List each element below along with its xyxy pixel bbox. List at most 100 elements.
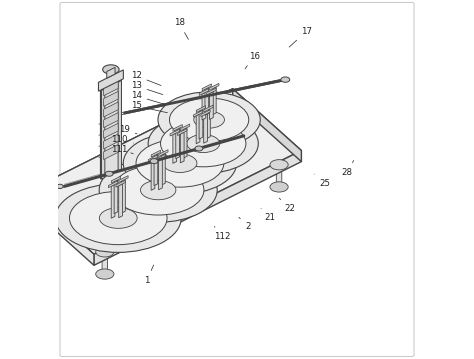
Ellipse shape — [270, 160, 288, 170]
Polygon shape — [156, 154, 165, 161]
Text: 2: 2 — [239, 217, 250, 231]
Polygon shape — [202, 84, 211, 91]
Ellipse shape — [140, 181, 176, 200]
Text: 110: 110 — [111, 135, 134, 144]
Text: 112: 112 — [214, 227, 230, 241]
Polygon shape — [102, 251, 108, 275]
Polygon shape — [176, 128, 180, 159]
Polygon shape — [104, 91, 118, 106]
Polygon shape — [204, 113, 208, 143]
Text: 1: 1 — [144, 265, 154, 285]
Polygon shape — [202, 92, 206, 120]
Polygon shape — [111, 176, 121, 183]
Polygon shape — [111, 185, 115, 218]
Ellipse shape — [99, 158, 217, 222]
Polygon shape — [122, 179, 125, 213]
Polygon shape — [178, 129, 187, 136]
Text: 14: 14 — [131, 91, 164, 104]
Ellipse shape — [187, 135, 220, 153]
Ellipse shape — [161, 120, 246, 167]
Polygon shape — [148, 155, 158, 162]
Polygon shape — [170, 129, 179, 136]
Ellipse shape — [158, 92, 260, 148]
Ellipse shape — [70, 191, 167, 244]
Polygon shape — [162, 153, 165, 185]
Polygon shape — [199, 89, 209, 95]
Polygon shape — [119, 176, 128, 182]
Polygon shape — [201, 110, 210, 117]
Polygon shape — [159, 150, 168, 157]
Polygon shape — [104, 81, 118, 96]
Ellipse shape — [38, 195, 57, 205]
Text: 16: 16 — [245, 52, 260, 69]
Polygon shape — [204, 105, 213, 112]
Text: 13: 13 — [131, 81, 163, 94]
Polygon shape — [210, 83, 219, 90]
Ellipse shape — [195, 146, 203, 151]
Polygon shape — [118, 80, 121, 171]
Ellipse shape — [170, 98, 249, 141]
Polygon shape — [196, 114, 200, 144]
Text: 21: 21 — [261, 208, 275, 222]
Polygon shape — [183, 127, 187, 158]
Ellipse shape — [148, 113, 258, 173]
Polygon shape — [173, 125, 182, 131]
Ellipse shape — [105, 171, 113, 176]
Polygon shape — [276, 163, 282, 188]
Ellipse shape — [213, 130, 231, 141]
Polygon shape — [151, 150, 161, 157]
Ellipse shape — [100, 208, 137, 228]
Text: 28: 28 — [342, 160, 354, 177]
Polygon shape — [207, 109, 210, 139]
Polygon shape — [107, 67, 115, 78]
Polygon shape — [173, 133, 177, 163]
Ellipse shape — [281, 77, 290, 82]
Polygon shape — [104, 145, 118, 159]
Polygon shape — [25, 192, 94, 265]
Polygon shape — [109, 181, 118, 188]
Ellipse shape — [213, 108, 231, 118]
Ellipse shape — [38, 218, 57, 228]
Ellipse shape — [112, 165, 204, 215]
Polygon shape — [161, 181, 166, 206]
Polygon shape — [233, 89, 301, 162]
Ellipse shape — [136, 139, 224, 187]
Polygon shape — [104, 134, 118, 149]
Polygon shape — [104, 102, 118, 117]
Ellipse shape — [103, 65, 119, 74]
Ellipse shape — [150, 159, 158, 164]
Polygon shape — [210, 92, 213, 120]
Polygon shape — [154, 154, 158, 186]
Text: 12: 12 — [131, 71, 161, 85]
Polygon shape — [116, 180, 125, 187]
Polygon shape — [219, 112, 225, 137]
Ellipse shape — [55, 184, 181, 252]
Polygon shape — [181, 124, 190, 131]
Polygon shape — [25, 89, 301, 254]
Polygon shape — [94, 150, 301, 265]
Ellipse shape — [96, 247, 114, 257]
Polygon shape — [99, 70, 123, 91]
Polygon shape — [114, 180, 118, 214]
Polygon shape — [196, 106, 206, 112]
Text: 19: 19 — [119, 125, 137, 134]
Polygon shape — [151, 158, 155, 190]
Polygon shape — [159, 158, 162, 190]
Ellipse shape — [154, 177, 173, 188]
Polygon shape — [101, 89, 105, 179]
Text: 17: 17 — [289, 27, 312, 47]
Text: 25: 25 — [314, 174, 330, 187]
Polygon shape — [199, 109, 203, 139]
Polygon shape — [205, 88, 209, 115]
Polygon shape — [118, 184, 122, 218]
Polygon shape — [104, 123, 118, 138]
Ellipse shape — [270, 182, 288, 192]
Polygon shape — [180, 132, 184, 163]
Ellipse shape — [96, 269, 114, 279]
Polygon shape — [207, 88, 216, 95]
Text: 18: 18 — [173, 18, 189, 39]
Polygon shape — [25, 89, 233, 204]
Ellipse shape — [123, 132, 237, 194]
Polygon shape — [104, 113, 118, 128]
Ellipse shape — [57, 184, 63, 188]
